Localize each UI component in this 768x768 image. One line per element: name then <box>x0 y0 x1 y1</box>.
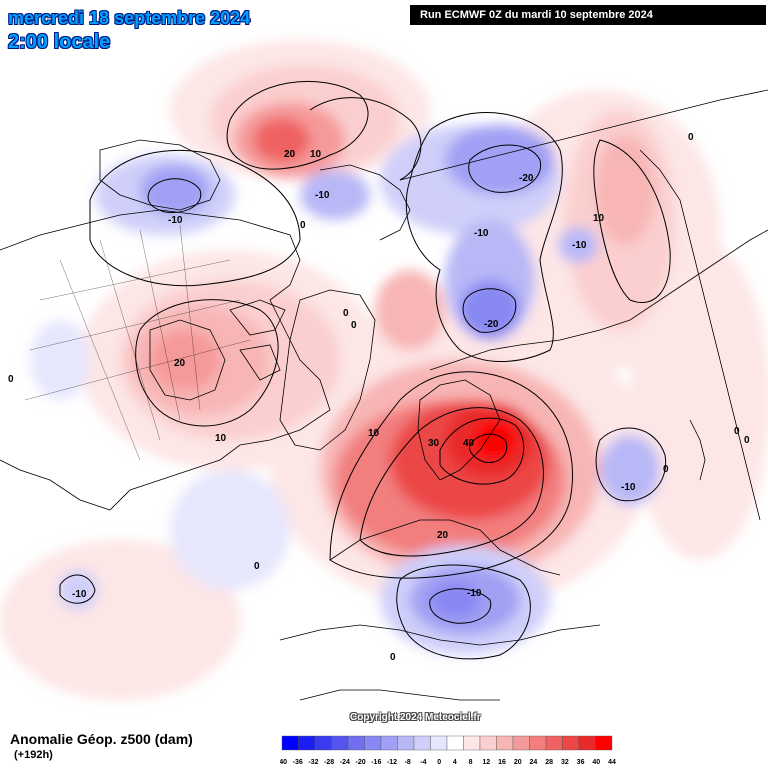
label-scand-pos-30: 30 <box>428 438 440 449</box>
scale-tick-label: -12 <box>387 759 397 766</box>
label-atlantic-zero: 0 <box>254 561 260 572</box>
forecast-time: 2:00 locale <box>8 31 111 53</box>
label-far-east-zero: 0 <box>688 132 694 143</box>
scale-tick-label: 8 <box>469 759 473 766</box>
scale-swatch <box>331 735 349 751</box>
label-alaska-neg: -10 <box>168 215 183 226</box>
graticule <box>24 224 251 461</box>
label-ural-neg: -20 <box>484 319 499 330</box>
scale-swatch <box>595 735 613 751</box>
scale-swatch <box>463 735 481 751</box>
scale-tick-label: 20 <box>514 759 522 766</box>
scale-tick-label: -4 <box>420 759 426 766</box>
label-east-asia-neg: -10 <box>572 240 587 251</box>
scale-tick-label: -32 <box>308 759 318 766</box>
label-canada-pos-10: 10 <box>215 433 227 444</box>
copyright: Copyright 2024 Meteociel.fr <box>350 712 481 723</box>
scale-tick-label: 32 <box>561 759 569 766</box>
color-scale: -40-36-32-28-24-20-16-12-8-4048121620242… <box>280 735 616 766</box>
scale-tick-label: -28 <box>324 759 334 766</box>
scale-tick-label: -16 <box>371 759 381 766</box>
label-greenland-zero-a: 0 <box>343 308 349 319</box>
label-caspian-neg: -10 <box>621 482 636 493</box>
label-canada-pos: 20 <box>174 358 186 369</box>
label-west-zero: 0 <box>8 374 14 385</box>
forecast-date: mercredi 18 septembre 2024 <box>8 8 251 28</box>
scale-swatch <box>380 735 398 751</box>
scale-tick-label: 44 <box>608 759 616 766</box>
scale-swatch <box>578 735 596 751</box>
scale-tick-label: 36 <box>577 759 585 766</box>
scale-swatch <box>413 735 431 751</box>
scale-swatch <box>397 735 415 751</box>
scale-tick-label: -36 <box>293 759 303 766</box>
scale-swatch <box>314 735 332 751</box>
label-pacific-neg: -10 <box>72 589 87 600</box>
label-kara-neg-20: -20 <box>519 173 534 184</box>
label-siberia-pos-10: 10 <box>310 149 322 160</box>
label-chukotka-neg: -10 <box>315 190 330 201</box>
label-greenland-pos-10: 10 <box>368 428 380 439</box>
scale-swatch <box>529 735 547 751</box>
label-siberia-pos: 20 <box>284 149 296 160</box>
label-greenland-zero-b: 0 <box>351 320 357 331</box>
legend-title: Anomalie Géop. z500 (dam) <box>10 731 193 747</box>
coastlines <box>0 89 768 701</box>
scale-tick-label: 4 <box>453 759 457 766</box>
legend-subtitle: (+192h) <box>14 749 53 761</box>
scale-swatch <box>281 735 299 751</box>
scale-swatch <box>479 735 497 751</box>
scale-tick-label: -8 <box>405 759 411 766</box>
label-med-neg: -10 <box>467 588 482 599</box>
scale-swatch <box>364 735 382 751</box>
label-east-zero-b: 0 <box>744 435 750 446</box>
scale-tick-label: 0 <box>437 759 441 766</box>
scale-tick-label: 16 <box>498 759 506 766</box>
contour-lines <box>59 80 671 660</box>
scale-tick-label: -40 <box>280 759 287 766</box>
label-scand-pos-40: 40 <box>463 438 475 449</box>
label-asia-zero: 0 <box>663 464 669 475</box>
scale-swatch <box>298 735 316 751</box>
scale-swatch <box>446 735 464 751</box>
anomaly-shading <box>0 40 768 700</box>
label-kara-neg-10: -10 <box>474 228 489 239</box>
scale-tick-label: 24 <box>530 759 538 766</box>
label-europe-pos-20: 20 <box>437 530 449 541</box>
label-med-zero: 0 <box>390 652 396 663</box>
scale-swatch <box>562 735 580 751</box>
contour-labels: -10 20 10 -10 0 20 10 0 0 10 40 30 20 -1… <box>8 132 750 663</box>
scale-tick-label: 12 <box>482 759 490 766</box>
model-run-banner: Run ECMWF 0Z du mardi 10 septembre 2024 <box>410 5 766 25</box>
scale-tick-label: -20 <box>356 759 366 766</box>
scale-swatch <box>512 735 530 751</box>
scale-swatch <box>545 735 563 751</box>
scale-swatch <box>496 735 514 751</box>
scale-swatch <box>347 735 365 751</box>
scale-tick-label: 28 <box>545 759 553 766</box>
scale-tick-label: 40 <box>592 759 600 766</box>
label-chukotka-zero: 0 <box>300 220 306 231</box>
scale-swatch <box>430 735 448 751</box>
label-east-zero-a: 0 <box>734 426 740 437</box>
scale-tick-label: -24 <box>340 759 350 766</box>
label-east-asia-pos: 10 <box>593 213 605 224</box>
